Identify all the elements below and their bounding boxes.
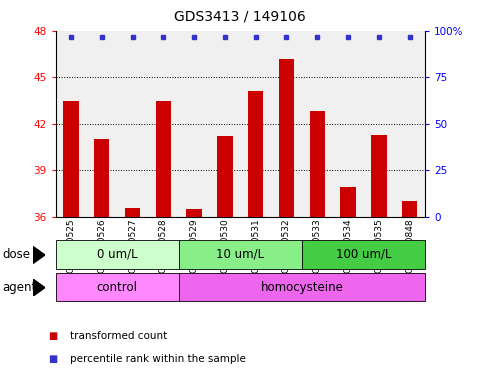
Text: 100 um/L: 100 um/L: [336, 248, 391, 261]
Bar: [94, 139, 110, 217]
Polygon shape: [33, 279, 45, 296]
Text: GDS3413 / 149106: GDS3413 / 149106: [174, 10, 306, 23]
Bar: [217, 136, 233, 217]
Text: percentile rank within the sample: percentile rank within the sample: [70, 354, 246, 364]
Text: ■: ■: [48, 354, 57, 364]
Text: agent: agent: [2, 281, 37, 293]
Bar: [279, 59, 294, 217]
Text: control: control: [97, 281, 138, 293]
Bar: [186, 209, 202, 217]
Text: dose: dose: [2, 248, 30, 261]
Text: ■: ■: [48, 331, 57, 341]
Bar: [371, 135, 386, 217]
Bar: [156, 101, 171, 217]
Bar: [402, 202, 417, 217]
Bar: [310, 111, 325, 217]
Text: 10 um/L: 10 um/L: [216, 248, 264, 261]
Bar: [63, 101, 79, 217]
Bar: [125, 208, 140, 217]
Bar: [341, 187, 356, 217]
Polygon shape: [33, 247, 45, 263]
Text: 0 um/L: 0 um/L: [97, 248, 138, 261]
Text: homocysteine: homocysteine: [260, 281, 343, 293]
Text: transformed count: transformed count: [70, 331, 167, 341]
Bar: [248, 91, 263, 217]
